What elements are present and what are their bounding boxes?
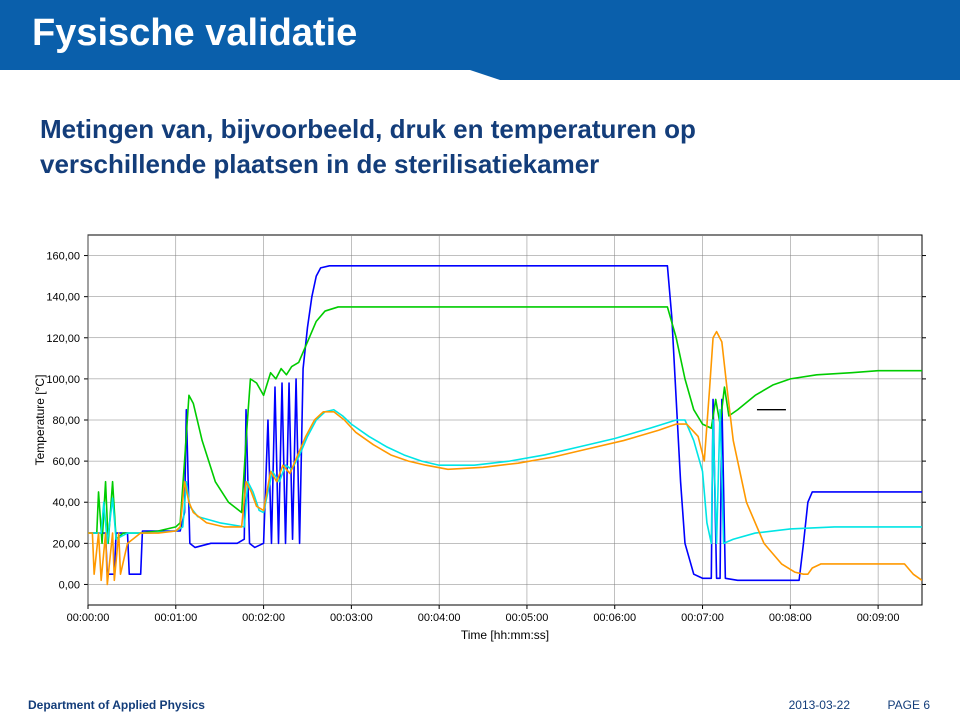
svg-text:140,00: 140,00 xyxy=(46,292,80,304)
footer-department: Department of Applied Physics xyxy=(28,698,205,712)
temperature-time-chart: 0,00 20,00 40,00 60,00 80,00 100,00 120,00 140,… xyxy=(30,225,930,655)
slide-subtitle: Metingen van, bijvoorbeeld, druk en temp… xyxy=(40,112,696,182)
footer: Department of Applied Physics 2013-03-22… xyxy=(0,690,960,720)
chart-container: 0,00 20,00 40,00 60,00 80,00 100,00 120,00 140,… xyxy=(30,225,930,655)
svg-text:40,00: 40,00 xyxy=(52,497,80,509)
svg-text:160,00: 160,00 xyxy=(46,251,80,263)
svg-text:00:09:00: 00:09:00 xyxy=(857,612,900,624)
svg-text:0,00: 0,00 xyxy=(59,579,80,591)
footer-page: PAGE 6 xyxy=(888,698,930,712)
title-bar: Fysische validatie xyxy=(0,0,960,80)
svg-text:00:08:00: 00:08:00 xyxy=(769,612,812,624)
svg-text:Time [hh:mm:ss]: Time [hh:mm:ss] xyxy=(461,628,549,642)
svg-text:00:07:00: 00:07:00 xyxy=(681,612,724,624)
svg-text:100,00: 100,00 xyxy=(46,374,80,386)
svg-text:60,00: 60,00 xyxy=(52,456,80,468)
svg-text:00:02:00: 00:02:00 xyxy=(242,612,285,624)
slide-title: Fysische validatie xyxy=(32,12,357,55)
svg-text:00:01:00: 00:01:00 xyxy=(154,612,197,624)
slide: Fysische validatie Metingen van, bijvoor… xyxy=(0,0,960,720)
subtitle-line2: verschillende plaatsen in de sterilisati… xyxy=(40,149,599,179)
svg-text:80,00: 80,00 xyxy=(52,415,80,427)
svg-text:00:03:00: 00:03:00 xyxy=(330,612,373,624)
footer-date: 2013-03-22 xyxy=(789,698,850,712)
svg-text:20,00: 20,00 xyxy=(52,538,80,550)
svg-text:120,00: 120,00 xyxy=(46,333,80,345)
svg-text:Temperature [°C]: Temperature [°C] xyxy=(33,375,47,466)
svg-text:00:00:00: 00:00:00 xyxy=(67,612,110,624)
subtitle-line1: Metingen van, bijvoorbeeld, druk en temp… xyxy=(40,114,696,144)
svg-text:00:06:00: 00:06:00 xyxy=(593,612,636,624)
svg-text:00:05:00: 00:05:00 xyxy=(506,612,549,624)
svg-text:00:04:00: 00:04:00 xyxy=(418,612,461,624)
